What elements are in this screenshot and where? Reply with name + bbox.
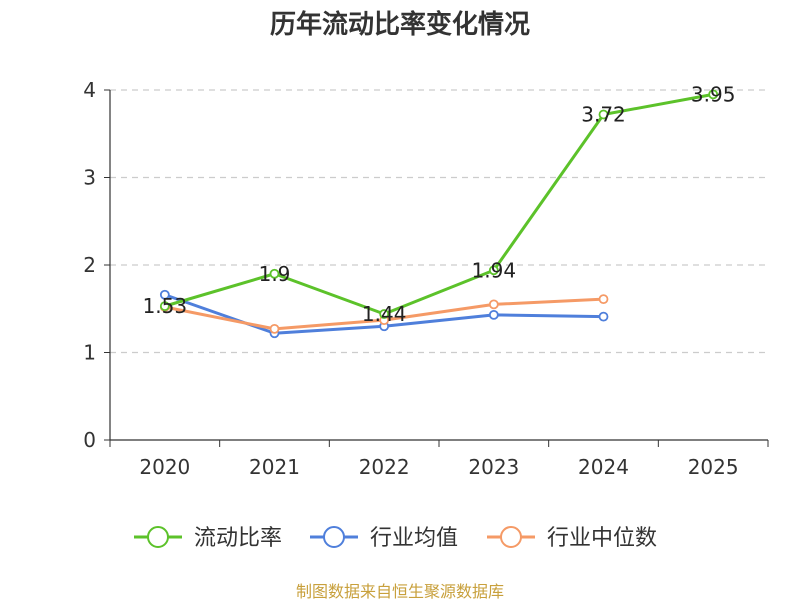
data-point bbox=[269, 268, 280, 279]
x-tick-label: 2020 bbox=[139, 455, 190, 479]
series-lines bbox=[159, 89, 719, 339]
axes: 0 1 2 3 4 2020 2021 2022 2023 2024 2025 bbox=[83, 78, 769, 479]
legend-label: 行业均值 bbox=[370, 526, 458, 551]
series-line-0 bbox=[164, 92, 714, 316]
data-label: 1.94 bbox=[472, 258, 517, 282]
data-labels: 1.53 1.9 1.44 1.94 3.72 3.95 bbox=[143, 82, 736, 326]
data-label: 1.9 bbox=[259, 262, 291, 286]
data-label: 3.72 bbox=[581, 103, 626, 127]
y-tick-label: 1 bbox=[83, 341, 96, 365]
data-label: 1.53 bbox=[143, 294, 188, 318]
data-point bbox=[598, 294, 609, 305]
legend-marker bbox=[147, 526, 169, 548]
x-tick-label: 2022 bbox=[359, 455, 410, 479]
data-point bbox=[269, 323, 280, 334]
chart-title: 历年流动比率变化情况 bbox=[269, 10, 530, 40]
data-point bbox=[379, 309, 390, 319]
data-label: 3.95 bbox=[691, 82, 736, 106]
data-point bbox=[488, 309, 499, 320]
data-point bbox=[488, 265, 499, 276]
y-tick-label: 3 bbox=[83, 166, 96, 190]
data-point bbox=[159, 289, 170, 300]
source-note: 制图数据来自恒生聚源数据库 bbox=[295, 582, 504, 601]
y-tick-label: 4 bbox=[83, 78, 96, 102]
x-tick-label: 2024 bbox=[578, 455, 629, 479]
y-tick-label: 2 bbox=[83, 253, 96, 277]
data-point bbox=[598, 311, 609, 322]
y-tick-label: 0 bbox=[83, 428, 96, 452]
legend-marker bbox=[500, 526, 522, 548]
data-point bbox=[708, 89, 719, 100]
data-point bbox=[488, 299, 499, 310]
data-point bbox=[598, 109, 609, 120]
data-label: 1.44 bbox=[362, 302, 407, 326]
data-point bbox=[159, 301, 170, 312]
legend: 流动比率 行业均值 行业中位数 bbox=[134, 526, 657, 551]
x-tick-label: 2021 bbox=[249, 455, 300, 479]
x-tick-label: 2023 bbox=[468, 455, 519, 479]
legend-label: 流动比率 bbox=[194, 526, 282, 551]
x-tick-label: 2025 bbox=[688, 455, 739, 479]
legend-marker bbox=[323, 526, 345, 548]
legend-label: 行业中位数 bbox=[547, 526, 657, 551]
